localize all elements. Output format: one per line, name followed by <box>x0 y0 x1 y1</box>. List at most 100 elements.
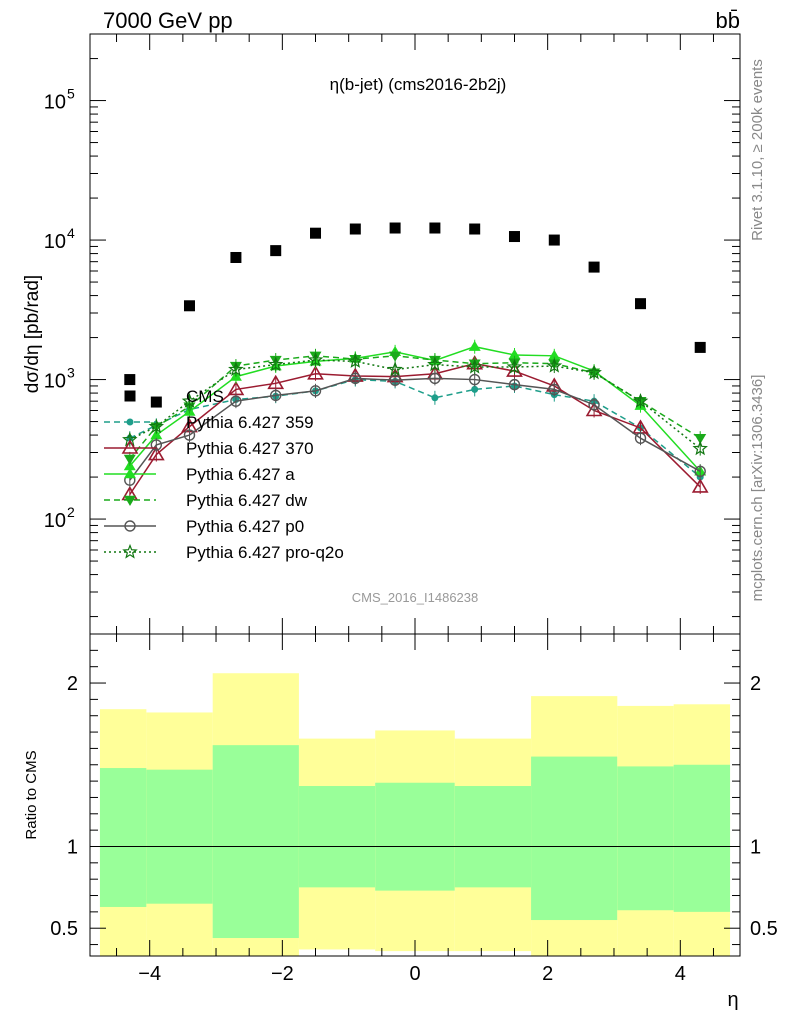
data-point <box>691 478 709 493</box>
data-point <box>267 374 285 390</box>
data-point <box>307 365 324 380</box>
data-point <box>124 374 136 386</box>
data-point <box>694 465 706 477</box>
legend-label: Pythia 6.427 370 <box>186 439 314 458</box>
legend-entry: Pythia 6.427 p0 <box>104 517 304 536</box>
data-point <box>267 356 284 372</box>
legend-entry: Pythia 6.427 pro-q2o <box>104 543 344 562</box>
data-point <box>389 222 401 234</box>
ratio-y-tick-label: 1 <box>67 836 78 858</box>
ratio-y-tick-labels: 0.5 0.5 1 1 2 2 <box>50 673 778 940</box>
x-tick-labels: −4 −2 0 2 4 <box>138 963 686 985</box>
ratio-inner-band <box>454 786 532 888</box>
data-point <box>183 429 196 441</box>
data-point <box>126 418 134 426</box>
main-y-tick-label: 10 <box>44 92 66 114</box>
ratio-inner-band <box>617 766 674 911</box>
ratio-inner-band <box>99 768 147 907</box>
data-point <box>471 385 479 393</box>
ratio-inner-band <box>212 745 299 939</box>
x-tick-label: 0 <box>409 963 420 985</box>
ratio-y-tick-label-right: 0.5 <box>750 918 778 940</box>
series-line <box>129 359 701 450</box>
data-point <box>310 227 322 239</box>
data-point <box>183 300 195 312</box>
data-point <box>548 349 561 361</box>
ratio-inner-band <box>531 756 618 921</box>
legend-label: Pythia 6.427 a <box>186 465 295 484</box>
data-point <box>548 383 560 396</box>
ratio-y-tick-label: 2 <box>67 673 78 695</box>
data-point <box>270 389 282 402</box>
ratio-inner-band <box>146 769 213 904</box>
legend: CMS Pythia 6.427 359 Pythia 6.427 370 Pythi… <box>104 387 344 562</box>
legend-entry: Pythia 6.427 a <box>104 465 295 484</box>
data-point <box>387 361 403 377</box>
data-point <box>150 439 163 451</box>
main-y-tick-exponent: 5 <box>67 86 75 102</box>
main-y-tick-label: 10 <box>44 510 66 532</box>
legend-label: Pythia 6.427 dw <box>186 491 308 510</box>
data-point <box>431 394 439 402</box>
data-point <box>588 261 600 273</box>
ratio-panel: Ratio to CMS 0.5 0.5 1 1 2 2 −4 −2 0 2 4 η <box>23 633 778 1011</box>
data-point <box>124 468 136 479</box>
x-tick-label: 2 <box>542 963 553 985</box>
data-point <box>634 432 647 444</box>
ratio-y-tick-label-right: 2 <box>750 673 761 695</box>
data-point <box>635 298 647 310</box>
ratio-bands <box>99 673 731 956</box>
legend-entry: CMS <box>124 387 224 406</box>
legend-entry: Pythia 6.427 dw <box>104 491 308 510</box>
legend-label: Pythia 6.427 pro-q2o <box>186 543 344 562</box>
data-point <box>508 348 521 360</box>
x-axis-label: η <box>727 989 738 1011</box>
main-ylabel: dσ/dη [pb/rad] <box>22 275 43 393</box>
data-point <box>694 433 707 445</box>
legend-entry: Pythia 6.427 359 <box>104 413 314 432</box>
data-point <box>349 372 362 385</box>
data-point <box>123 454 136 465</box>
x-tick-label: −2 <box>271 963 294 985</box>
data-point <box>121 439 139 454</box>
x-tick-label: 4 <box>675 963 686 985</box>
ratio-ylabel: Ratio to CMS <box>23 750 40 839</box>
data-point <box>230 251 242 263</box>
data-point <box>124 520 136 532</box>
data-point <box>585 401 603 417</box>
ratio-y-tick-label-right: 1 <box>750 836 761 858</box>
legend-label: CMS <box>186 387 224 406</box>
data-point <box>150 429 163 440</box>
legend-label: Pythia 6.427 359 <box>186 413 314 432</box>
main-y-tick-exponent: 3 <box>67 365 75 381</box>
ratio-axis-ticks <box>90 634 740 956</box>
side-label-bottom: mcplots.cern.ch [arXiv:1306.3436] <box>749 375 766 602</box>
data-point <box>468 373 481 386</box>
data-point <box>309 385 322 397</box>
energy-label: 7000 GeV pp <box>103 8 233 33</box>
data-point <box>147 445 165 461</box>
plot-title: η(b-jet) (cms2016-2b2j) <box>330 75 507 94</box>
data-point <box>228 361 244 377</box>
data-point <box>230 395 242 407</box>
data-point <box>586 364 602 380</box>
data-point <box>150 396 162 408</box>
data-point <box>124 390 136 402</box>
data-point <box>632 393 649 408</box>
data-point <box>508 378 521 391</box>
data-point <box>349 223 361 235</box>
legend-label: Pythia 6.427 p0 <box>186 517 304 536</box>
data-point <box>307 351 324 367</box>
ratio-inner-band <box>298 786 376 888</box>
data-point <box>427 356 443 372</box>
process-label: bb̄ <box>716 8 740 33</box>
data-point <box>270 245 282 257</box>
data-point <box>508 231 520 243</box>
main-y-tick-exponent: 2 <box>67 504 75 520</box>
legend-entry: Pythia 6.427 370 <box>104 439 314 458</box>
data-point <box>469 223 481 235</box>
watermark: CMS_2016_I1486238 <box>352 590 479 605</box>
